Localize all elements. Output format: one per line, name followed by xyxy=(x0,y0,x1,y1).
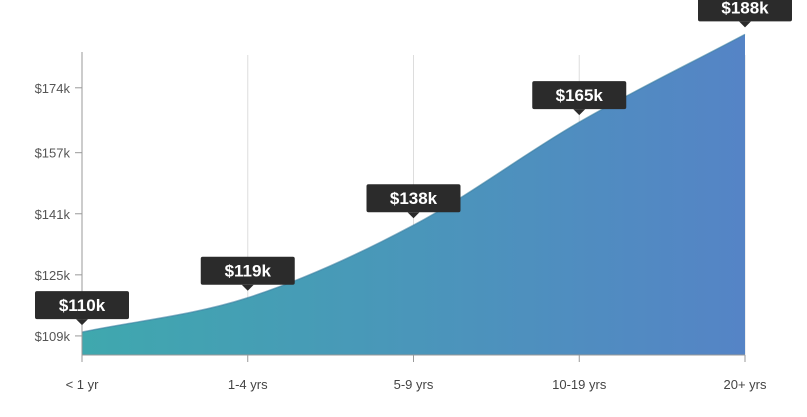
data-label-text: $165k xyxy=(556,86,604,105)
data-label-pointer xyxy=(739,21,751,28)
y-tick-group: $109k $125k $141k $157k $174k $190k xyxy=(35,20,82,344)
data-label-pointer xyxy=(76,319,88,326)
x-axis-ticks: < 1 yr 1-4 yrs 5-9 yrs 10-19 yrs 20+ yrs xyxy=(66,355,767,392)
data-label: $138k xyxy=(366,184,461,219)
data-label: $165k xyxy=(532,81,627,116)
data-label: $188k xyxy=(698,0,792,28)
x-tick-label: 5-9 yrs xyxy=(394,377,434,392)
data-label-box xyxy=(200,256,295,285)
data-label-text: $138k xyxy=(390,189,438,208)
y-tick-label: $157k xyxy=(35,146,71,161)
data-label-text: $188k xyxy=(721,0,769,17)
y-axis-ticks: $109k $125k $141k $157k $174k $190k xyxy=(35,20,82,344)
data-label-box xyxy=(532,81,627,110)
data-label-box xyxy=(366,184,461,213)
data-label-text: $119k xyxy=(225,262,272,281)
area-line xyxy=(81,33,746,333)
x-tick-label: 20+ yrs xyxy=(724,377,767,392)
x-tick-label: 1-4 yrs xyxy=(228,377,268,392)
data-label-box xyxy=(698,0,792,22)
data-label-pointer xyxy=(573,109,586,116)
y-tick-label: $109k xyxy=(35,329,71,344)
data-labels: $110k $119k $138k $165k $188k xyxy=(35,0,792,326)
area-fill xyxy=(82,34,745,356)
data-label-box xyxy=(35,291,129,320)
y-tick-label: $125k xyxy=(35,268,71,283)
data-label-text: $110k xyxy=(59,296,106,315)
x-tick-label: < 1 yr xyxy=(66,377,100,392)
data-label-pointer xyxy=(241,284,254,291)
y-tick-label: $141k xyxy=(35,207,71,222)
y-tick-label: $190k xyxy=(35,20,71,35)
data-label: $119k xyxy=(200,256,295,291)
data-label: $110k xyxy=(35,291,129,326)
x-tick-label: 10-19 yrs xyxy=(552,377,607,392)
area-series xyxy=(81,33,746,356)
y-tick-label: $174k xyxy=(35,81,71,96)
data-label-pointer xyxy=(407,212,420,219)
